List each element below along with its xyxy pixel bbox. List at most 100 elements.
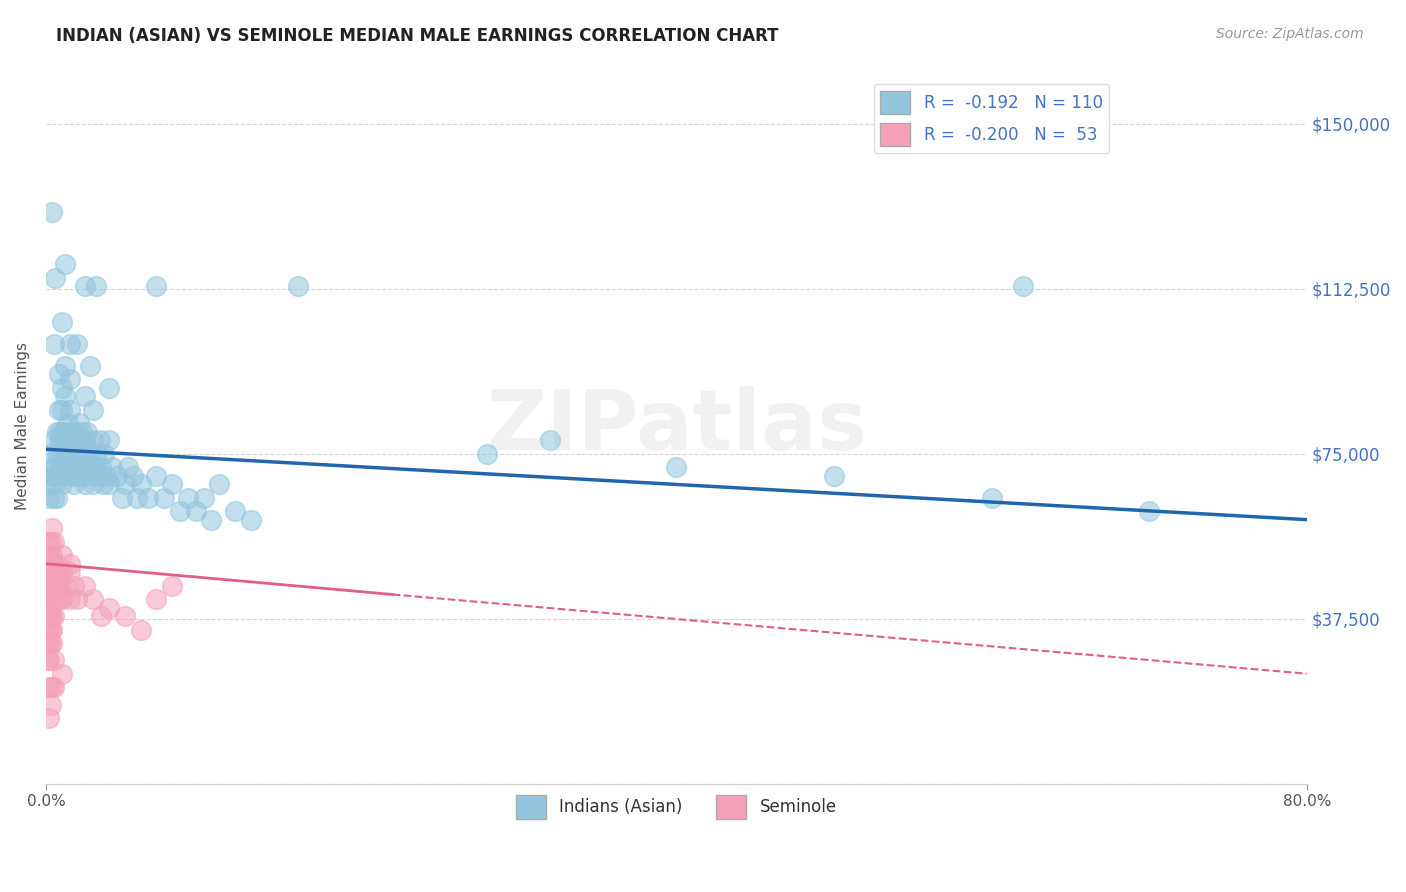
Point <box>66 591 89 606</box>
Point <box>75 477 97 491</box>
Point <box>48 468 70 483</box>
Point <box>75 279 97 293</box>
Point <box>79 359 101 373</box>
Point <box>980 491 1002 505</box>
Point <box>59 434 82 448</box>
Point <box>145 468 167 483</box>
Point <box>89 434 111 448</box>
Point <box>87 468 110 483</box>
Point <box>82 402 104 417</box>
Point <box>63 434 86 448</box>
Point <box>60 459 83 474</box>
Point <box>60 425 83 439</box>
Point <box>42 468 65 483</box>
Point <box>90 609 112 624</box>
Point <box>665 459 688 474</box>
Point <box>53 425 76 439</box>
Point <box>53 389 76 403</box>
Point <box>46 491 69 505</box>
Point <box>823 468 845 483</box>
Point <box>44 270 66 285</box>
Point <box>41 459 63 474</box>
Point <box>86 279 108 293</box>
Point <box>98 477 121 491</box>
Point <box>44 566 66 580</box>
Point <box>53 257 76 271</box>
Point <box>80 459 103 474</box>
Point <box>41 623 63 637</box>
Point <box>41 591 63 606</box>
Point <box>38 653 60 667</box>
Point <box>42 653 65 667</box>
Point <box>51 315 73 329</box>
Point <box>38 680 60 694</box>
Point <box>117 459 139 474</box>
Point <box>82 434 104 448</box>
Point <box>55 459 77 474</box>
Point <box>121 468 143 483</box>
Point <box>70 425 93 439</box>
Point <box>51 434 73 448</box>
Point <box>39 566 62 580</box>
Point <box>52 459 75 474</box>
Point <box>48 566 70 580</box>
Point <box>160 477 183 491</box>
Point <box>42 491 65 505</box>
Point <box>49 447 72 461</box>
Point <box>51 381 73 395</box>
Point <box>105 468 128 483</box>
Point <box>44 579 66 593</box>
Point <box>39 579 62 593</box>
Point <box>82 477 104 491</box>
Point <box>41 204 63 219</box>
Point <box>44 459 66 474</box>
Point <box>177 491 200 505</box>
Point <box>59 372 82 386</box>
Point <box>52 425 75 439</box>
Point <box>39 557 62 571</box>
Point <box>145 279 167 293</box>
Point <box>42 609 65 624</box>
Point <box>200 513 222 527</box>
Point <box>51 548 73 562</box>
Point <box>51 591 73 606</box>
Point <box>224 504 246 518</box>
Y-axis label: Median Male Earnings: Median Male Earnings <box>15 343 30 510</box>
Point <box>37 636 59 650</box>
Point <box>82 591 104 606</box>
Point <box>44 591 66 606</box>
Point <box>41 477 63 491</box>
Point <box>41 636 63 650</box>
Point <box>46 579 69 593</box>
Point <box>38 609 60 624</box>
Point <box>49 579 72 593</box>
Point <box>76 459 98 474</box>
Point <box>42 591 65 606</box>
Point <box>91 477 114 491</box>
Point <box>38 579 60 593</box>
Point <box>53 447 76 461</box>
Point <box>42 336 65 351</box>
Point <box>42 434 65 448</box>
Point <box>59 591 82 606</box>
Point <box>79 447 101 461</box>
Point <box>129 623 152 637</box>
Point <box>48 368 70 382</box>
Point <box>90 459 112 474</box>
Point <box>75 579 97 593</box>
Point <box>98 600 121 615</box>
Legend: Indians (Asian), Seminole: Indians (Asian), Seminole <box>509 789 844 825</box>
Point <box>73 447 96 461</box>
Point <box>67 416 90 430</box>
Point <box>39 636 62 650</box>
Point <box>193 491 215 505</box>
Point <box>69 459 91 474</box>
Point <box>38 548 60 562</box>
Point <box>98 434 121 448</box>
Point <box>37 623 59 637</box>
Point <box>98 381 121 395</box>
Point <box>37 609 59 624</box>
Point <box>77 468 100 483</box>
Point <box>39 447 62 461</box>
Point <box>111 491 134 505</box>
